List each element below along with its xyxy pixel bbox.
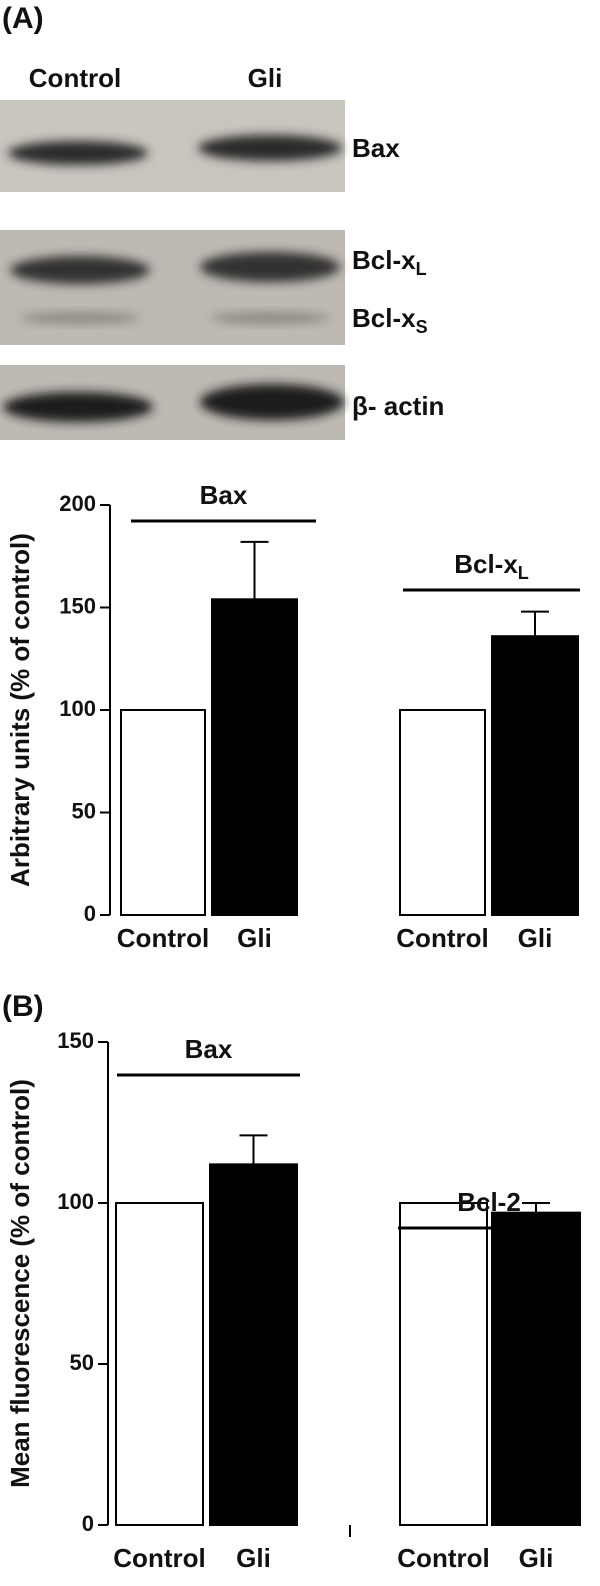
band-label: Bcl-xS <box>352 303 428 337</box>
panel-label: (A) <box>2 2 44 35</box>
y-tick-label: 100 <box>57 1189 94 1214</box>
y-tick-label: 0 <box>84 901 96 926</box>
band-label: β- actin <box>352 391 444 421</box>
y-tick-label: 0 <box>82 1511 94 1536</box>
y-tick-label: 50 <box>70 1350 94 1375</box>
group-label: Bax <box>200 480 248 510</box>
group-label: Bax <box>185 1034 233 1064</box>
y-tick-label: 150 <box>59 593 96 618</box>
y-axis-label: Mean fluorescence (% of control) <box>5 1079 35 1488</box>
bar <box>399 1202 488 1526</box>
bar <box>491 635 579 916</box>
group-label-text: Bcl-2 <box>457 1187 521 1217</box>
band-label-subscript: L <box>416 259 427 279</box>
x-tick-label: Control <box>396 923 488 953</box>
group-label: Bcl-xL <box>454 549 529 583</box>
y-tick-label: 150 <box>57 1028 94 1053</box>
band-label: Bcl-xL <box>352 245 427 279</box>
band-label-text: Bcl-x <box>352 303 416 333</box>
group-label-text: Bcl-x <box>454 549 518 579</box>
y-tick-label: 200 <box>59 491 96 516</box>
y-tick-label: 50 <box>72 798 96 823</box>
bar <box>115 1202 204 1526</box>
band-label-subscript: S <box>416 317 428 337</box>
x-tick-label: Gli <box>237 923 272 953</box>
x-tick-label: Gli <box>236 1543 271 1573</box>
lane-label: Control <box>29 63 121 93</box>
group-label-text: Bax <box>185 1034 233 1064</box>
group-label-text: Bax <box>200 480 248 510</box>
x-tick-label: Control <box>113 1543 205 1573</box>
blot-image <box>0 100 345 440</box>
bar <box>209 1163 298 1526</box>
y-axis-label: Arbitrary units (% of control) <box>5 533 35 887</box>
band-label-text: Bcl-x <box>352 245 416 275</box>
x-tick-label: Control <box>397 1543 489 1573</box>
x-tick-label: Gli <box>518 923 553 953</box>
bar <box>491 1211 581 1527</box>
y-tick-label: 100 <box>59 696 96 721</box>
lane-label: Gli <box>248 63 283 93</box>
band-label: Bax <box>352 133 400 163</box>
x-tick-label: Gli <box>519 1543 554 1573</box>
x-tick-label: Control <box>117 923 209 953</box>
group-label: Bcl-2 <box>457 1187 521 1217</box>
bar <box>120 709 206 916</box>
group-label-subscript: L <box>518 563 529 583</box>
bar <box>399 709 486 916</box>
bar <box>211 598 298 916</box>
panel-label: (B) <box>2 990 44 1023</box>
